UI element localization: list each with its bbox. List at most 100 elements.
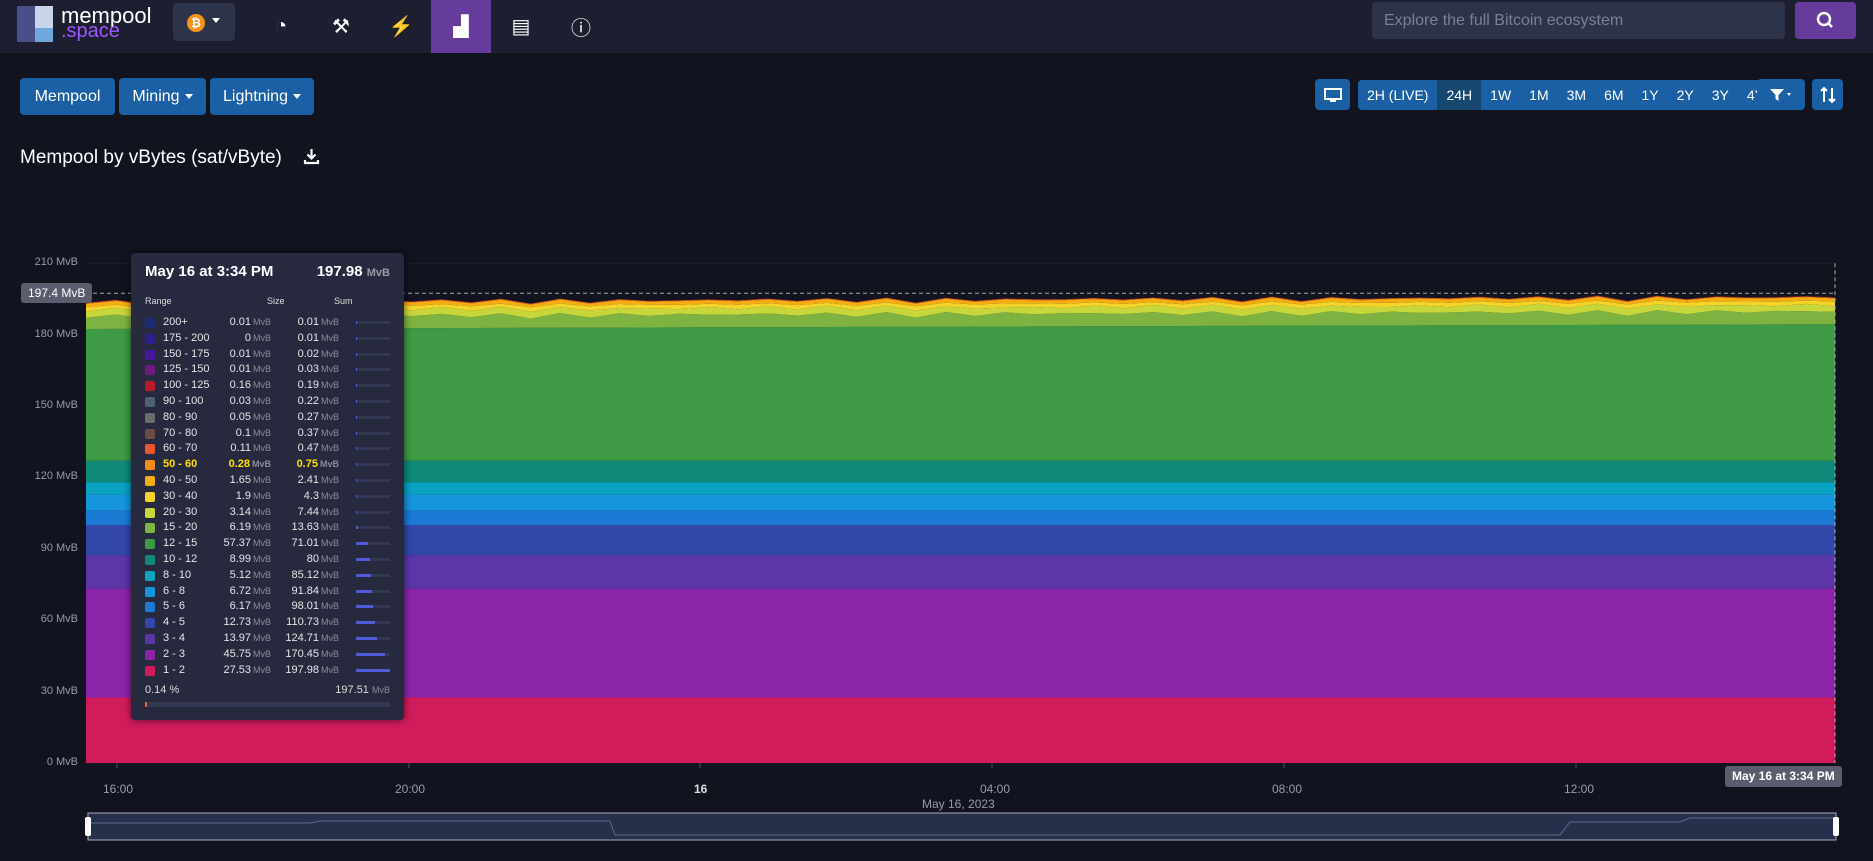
range-6m[interactable]: 6M — [1595, 80, 1633, 110]
series-swatch — [145, 586, 155, 597]
range-3y[interactable]: 3Y — [1702, 80, 1738, 110]
logo-subtext: .space — [61, 20, 120, 42]
tab-lightning[interactable]: Lightning — [210, 78, 314, 115]
search-input[interactable] — [1372, 2, 1785, 39]
series-swatch — [145, 665, 155, 676]
row-sum: 0.01 MvB — [297, 331, 339, 344]
info-icon: ⓘ — [571, 18, 591, 40]
row-sum: 91.84 MvB — [291, 584, 339, 597]
download-icon[interactable] — [303, 148, 320, 165]
nav-lightning[interactable]: ⚡ — [371, 0, 431, 53]
series-area-100-125 — [86, 295, 1835, 305]
row-range: 6 - 8 — [163, 584, 186, 597]
row-size: 0.28 MvB — [228, 458, 271, 471]
row-sum-bar — [356, 668, 390, 672]
row-sum: 0.27 MvB — [297, 410, 339, 423]
row-sum-bar — [356, 558, 390, 561]
filter-icon — [1770, 88, 1791, 101]
nav-dashboard[interactable]: ◔ — [251, 0, 311, 53]
series-area-8-10 — [86, 482, 1835, 495]
crosshair-x-label: May 16 at 3:34 PM — [1725, 766, 1842, 787]
range-1y[interactable]: 1Y — [1632, 80, 1668, 110]
x-tick-label: 16 — [694, 782, 708, 796]
tooltip-time: May 16 at 3:34 PM — [145, 263, 274, 280]
sort-toggle-button[interactable] — [1812, 79, 1843, 110]
mempool-logo[interactable]: mempool .space — [17, 3, 202, 45]
sort-arrows-icon — [1819, 86, 1836, 103]
zoom-sparkline — [90, 817, 1834, 836]
row-sum-bar — [356, 400, 390, 403]
series-swatch — [145, 318, 155, 328]
nav-docs[interactable]: ▤ — [491, 0, 551, 53]
range-1m[interactable]: 1M — [1520, 80, 1558, 110]
tv-view-button[interactable] — [1315, 79, 1350, 110]
gauge-icon: ◔ — [274, 15, 288, 37]
row-sum: 13.63 MvB — [291, 521, 339, 534]
tooltip-footer-total: 197.51 MvB — [335, 684, 390, 696]
row-sum-bar — [356, 526, 390, 530]
series-swatch — [145, 476, 155, 486]
row-sum: 0.19 MvB — [297, 379, 339, 392]
zoom-handle-right[interactable] — [1833, 817, 1839, 836]
tooltip-row: 70 - 80 0.1 MvB 0.37 MvB — [145, 426, 390, 441]
monitor-icon — [1323, 87, 1342, 102]
series-area-20-30 — [86, 303, 1835, 320]
row-range: 80 - 90 — [163, 410, 198, 423]
tooltip-row: 90 - 100 0.03 MvB 0.22 MvB — [145, 394, 390, 409]
x-tick-label: 08:00 — [1272, 782, 1303, 796]
row-size: 0.05 MvB — [229, 410, 271, 423]
nav-mining[interactable]: ⚒ — [311, 0, 371, 53]
row-size: 0.11 MvB — [230, 442, 271, 455]
tooltip-row: 30 - 40 1.9 MvB 4.3 MvB — [145, 489, 390, 504]
y-tick-label: 180 MvB — [34, 327, 78, 340]
zoom-handle-left[interactable] — [85, 817, 91, 836]
tab-mempool[interactable]: Mempool — [20, 78, 115, 115]
row-range: 1 - 2 — [163, 663, 186, 676]
bitcoin-icon: ₿ — [187, 14, 205, 32]
range-2y[interactable]: 2Y — [1667, 80, 1703, 110]
series-swatch — [145, 523, 155, 534]
chevron-down-icon — [292, 94, 301, 99]
row-sum: 0.37 MvB — [297, 426, 339, 439]
search-box — [1372, 2, 1785, 39]
search-button[interactable] — [1795, 2, 1856, 39]
series-swatch — [145, 491, 155, 502]
tooltip-row: 4 - 5 12.73 MvB 110.73 MvB — [145, 615, 390, 630]
y-tick-label: 150 MvB — [34, 399, 78, 411]
tab-mining[interactable]: Mining — [119, 78, 206, 115]
tooltip-row: 12 - 15 57.37 MvB 71.01 MvB — [145, 536, 390, 551]
row-range: 150 - 175 — [163, 347, 210, 360]
series-area-4-5 — [86, 525, 1835, 556]
filter-dropdown-button[interactable] — [1757, 79, 1805, 110]
range-24h[interactable]: 24H — [1437, 80, 1482, 110]
row-range: 40 - 50 — [163, 474, 198, 486]
y-tick-label: 90 MvB — [40, 541, 78, 554]
range-2h-live[interactable]: 2H (LIVE) — [1358, 80, 1438, 110]
row-sum: 124.71 MvB — [285, 632, 339, 644]
row-sum-bar — [356, 463, 390, 467]
row-sum: 7.44 MvB — [297, 505, 339, 518]
row-sum-bar — [356, 621, 390, 625]
series-area-3-4 — [86, 555, 1835, 589]
nav-about[interactable]: ⓘ — [551, 0, 611, 53]
row-sum: 0.03 MvB — [297, 363, 339, 376]
tooltip-row: 3 - 4 13.97 MvB 124.71 MvB — [145, 631, 390, 646]
range-1w[interactable]: 1W — [1481, 80, 1521, 110]
range-3m[interactable]: 3M — [1557, 80, 1596, 110]
network-selector[interactable]: ₿ — [173, 3, 235, 41]
series-swatch — [145, 649, 155, 660]
tooltip-row: 150 - 175 0.01 MvB 0.02 MvB — [145, 347, 390, 362]
zoom-slider[interactable] — [87, 812, 1837, 841]
tooltip-row: 50 - 60 0.28 MvB 0.75 MvB — [145, 457, 390, 472]
series-swatch — [145, 381, 155, 392]
row-range: 70 - 80 — [163, 426, 198, 439]
row-range: 3 - 4 — [163, 632, 186, 644]
series-swatch — [145, 555, 155, 565]
search-icon — [1816, 11, 1833, 28]
tooltip-row: 125 - 150 0.01 MvB 0.03 MvB — [145, 362, 390, 377]
time-range-selector: 2H (LIVE) 24H 1W 1M 3M 6M 1Y 2Y 3Y 4Y — [1358, 80, 1774, 110]
nav-graphs[interactable]: ▟ — [431, 0, 491, 53]
row-sum-bar — [356, 447, 390, 451]
row-sum-bar — [356, 494, 390, 498]
series-swatch — [145, 618, 155, 629]
